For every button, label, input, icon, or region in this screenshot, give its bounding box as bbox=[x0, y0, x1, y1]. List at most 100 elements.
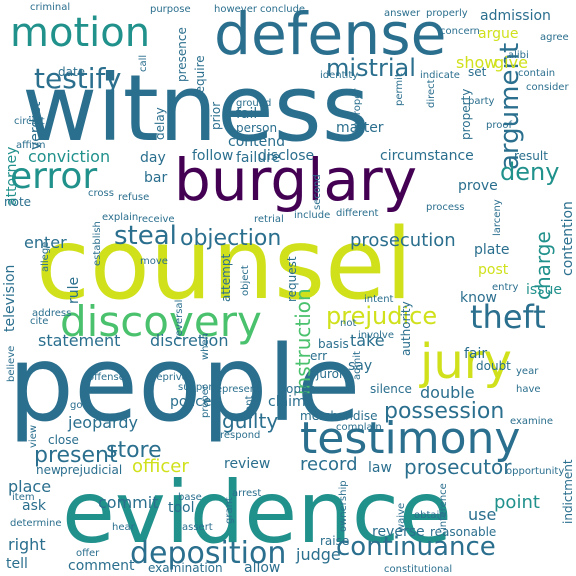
cloud-word-double: double bbox=[420, 383, 475, 402]
cloud-word-objection: objection bbox=[180, 226, 281, 251]
cloud-word-take: take bbox=[350, 331, 385, 350]
cloud-word-year: year bbox=[516, 366, 539, 377]
cloud-word-process: process bbox=[426, 202, 464, 213]
cloud-word-authority: authority bbox=[399, 301, 413, 356]
cloud-word-believe: believe bbox=[6, 346, 17, 382]
cloud-word-know: know bbox=[460, 290, 497, 306]
cloud-word-involve: involve bbox=[358, 330, 394, 341]
cloud-word-direct: direct bbox=[426, 79, 437, 108]
cloud-word-steal: steal bbox=[114, 221, 177, 251]
cloud-word-delay: delay bbox=[153, 107, 167, 140]
cloud-word-failure: failure bbox=[236, 150, 280, 166]
cloud-word-item: item bbox=[12, 492, 35, 503]
cloud-word-determine: determine bbox=[10, 518, 62, 529]
cloud-word-indictment: indictment bbox=[561, 459, 575, 524]
cloud-word-plate: plate bbox=[474, 242, 509, 258]
cloud-word-point: point bbox=[494, 492, 540, 513]
cloud-word-prejudicial: prejudicial bbox=[60, 463, 122, 477]
cloud-word-obtain: obtain bbox=[414, 510, 446, 521]
cloud-word-answer: answer bbox=[384, 8, 421, 19]
cloud-word-go: go bbox=[70, 400, 82, 411]
cloud-word-require: require bbox=[193, 55, 207, 98]
cloud-word-party: party bbox=[468, 96, 495, 107]
cloud-word-witness: witness bbox=[22, 55, 370, 162]
cloud-word-silence: silence bbox=[370, 382, 412, 396]
cloud-word-reverse: reverse bbox=[372, 524, 425, 540]
cloud-word-possession: possession bbox=[384, 399, 504, 424]
cloud-word-verdict: verdict bbox=[28, 101, 44, 150]
cloud-word-argument: argument bbox=[495, 43, 525, 170]
cloud-word-want: want bbox=[244, 395, 255, 420]
cloud-word-proper: proper bbox=[200, 384, 211, 418]
cloud-word-law: law bbox=[368, 460, 392, 476]
cloud-word-burglary: burglary bbox=[174, 146, 417, 214]
cloud-word-concern: concern bbox=[440, 26, 480, 37]
cloud-word-explain: explain bbox=[102, 212, 138, 223]
cloud-word-different: different bbox=[336, 208, 379, 219]
cloud-word-people: people bbox=[8, 323, 361, 445]
cloud-word-admission: admission bbox=[480, 8, 551, 24]
cloud-word-discovery: discovery bbox=[60, 297, 262, 346]
cloud-word-presence: presence bbox=[175, 27, 189, 82]
cloud-word-comment: comment bbox=[68, 558, 135, 574]
cloud-word-contend: contend bbox=[228, 134, 285, 150]
cloud-word-television: television bbox=[2, 265, 18, 332]
cloud-word-use: use bbox=[468, 505, 496, 524]
cloud-word-result: result bbox=[514, 149, 548, 163]
cloud-word-record: record bbox=[300, 454, 358, 475]
cloud-word-identity: identity bbox=[320, 70, 358, 81]
cloud-word-new: new bbox=[36, 463, 61, 477]
cloud-word-show: show bbox=[456, 53, 497, 72]
cloud-word-matter: matter bbox=[336, 120, 384, 136]
cloud-word-alibi: alibi bbox=[508, 50, 529, 61]
cloud-word-post: post bbox=[478, 262, 509, 278]
cloud-word-merchandise: merchandise bbox=[300, 409, 378, 423]
cloud-word-ask: ask bbox=[22, 498, 47, 514]
cloud-word-claim: claim bbox=[268, 394, 306, 410]
cloud-word-deny: deny bbox=[500, 158, 559, 186]
cloud-word-say: say bbox=[348, 358, 372, 374]
cloud-word-fail: fail bbox=[236, 106, 257, 122]
cloud-word-basis: basis bbox=[318, 337, 349, 351]
cloud-word-opportunity: opportunity bbox=[506, 466, 564, 477]
cloud-word-deprive: deprive bbox=[150, 372, 188, 383]
cloud-word-prove: prove bbox=[458, 178, 498, 194]
cloud-word-examine: examine bbox=[510, 416, 553, 427]
cloud-word-support: support bbox=[178, 382, 216, 393]
cloud-word-open: open bbox=[286, 382, 316, 396]
cloud-word-indicate: indicate bbox=[420, 70, 460, 81]
cloud-word-counsel: counsel bbox=[36, 208, 413, 322]
cloud-word-inference: inference bbox=[438, 483, 449, 530]
cloud-word-intent: intent bbox=[364, 294, 394, 305]
cloud-word-retrial: retrial bbox=[254, 214, 284, 225]
cloud-word-judge: judge bbox=[295, 545, 341, 564]
cloud-word-reasonable: reasonable bbox=[430, 525, 496, 539]
cloud-word-store: store bbox=[106, 438, 162, 463]
cloud-word-attorney: attorney bbox=[4, 147, 20, 206]
cloud-word-enter: enter bbox=[24, 233, 67, 252]
cloud-word-raise: raise bbox=[320, 534, 349, 548]
cloud-word-hear: hear bbox=[112, 522, 136, 533]
cloud-word-close: close bbox=[48, 433, 79, 447]
cloud-word-criminal: criminal bbox=[30, 2, 70, 13]
cloud-word-request: request bbox=[285, 256, 299, 302]
cloud-word-view: view bbox=[28, 425, 39, 448]
cloud-word-disclose: disclose bbox=[258, 148, 314, 164]
cloud-word-offense: offense bbox=[88, 372, 125, 383]
cloud-word-second: second bbox=[312, 174, 323, 210]
cloud-word-grant: grant bbox=[224, 497, 235, 524]
cloud-word-officer: officer bbox=[132, 456, 189, 477]
cloud-word-ground: ground bbox=[236, 98, 271, 109]
cloud-word-testify: testify bbox=[34, 62, 122, 95]
cloud-word-permit: permit bbox=[394, 73, 405, 106]
cloud-word-bar: bar bbox=[144, 170, 167, 186]
cloud-word-complain: complain bbox=[336, 422, 382, 433]
cloud-word-include: include bbox=[294, 210, 330, 221]
cloud-word-affirm: affirm bbox=[16, 140, 45, 151]
cloud-word-base: base bbox=[178, 492, 202, 503]
cloud-word-ownership: ownership bbox=[338, 480, 349, 532]
cloud-word-have: have bbox=[516, 384, 541, 395]
cloud-word-tell: tell bbox=[6, 556, 28, 572]
cloud-word-reversal: reversal bbox=[174, 300, 185, 340]
